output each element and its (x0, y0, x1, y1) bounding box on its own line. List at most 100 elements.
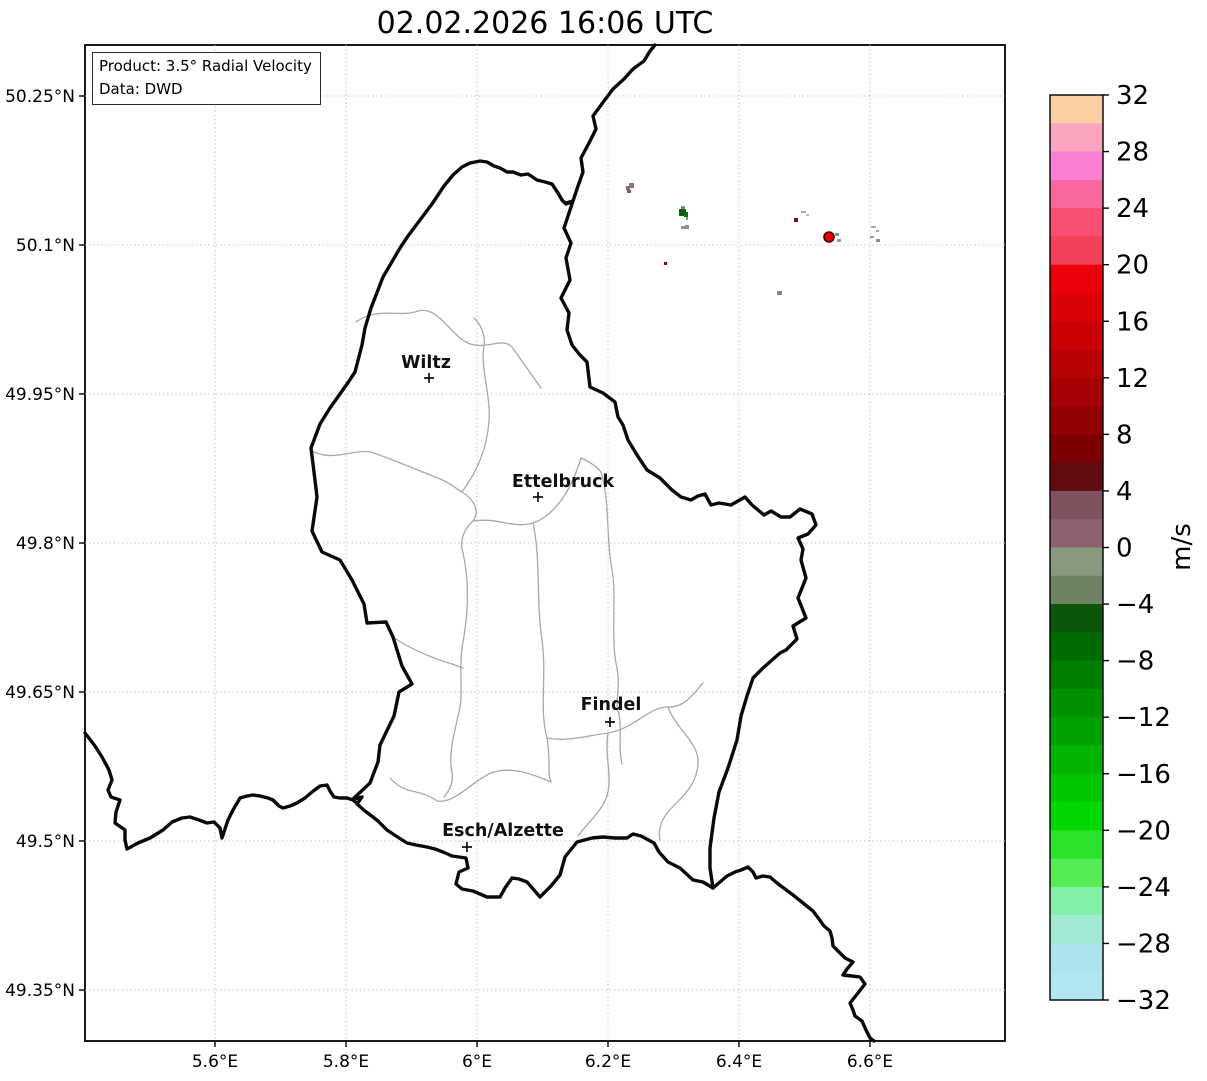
product-info-box: Product: 3.5° Radial Velocity Data: DWD (92, 52, 321, 105)
product-label: Product: 3.5° Radial Velocity (99, 57, 312, 75)
colorbar-band (1050, 688, 1103, 718)
colorbar-band (1050, 773, 1103, 803)
colorbar-band (1050, 123, 1103, 153)
y-tick-label: 49.8°N (16, 534, 75, 554)
colorbar-band (1050, 604, 1103, 633)
radar-echo (626, 186, 630, 190)
country-borders (83, 43, 876, 1043)
x-tick-label: 6.2°E (585, 1052, 631, 1072)
colorbar-band (1050, 95, 1103, 124)
y-tick-label: 50.25°N (5, 87, 75, 107)
city-marker (605, 717, 615, 727)
y-tick-label: 49.5°N (16, 832, 75, 852)
colorbar-tick-label: −16 (1116, 760, 1171, 790)
radar-echo (835, 233, 839, 236)
radar-echo (837, 239, 841, 242)
radar-echo (794, 218, 798, 222)
colorbar-tick-label: −12 (1116, 703, 1171, 733)
colorbar-band (1050, 943, 1103, 973)
colorbar-tick-label: −20 (1116, 816, 1171, 846)
canton-border (461, 317, 490, 493)
radar-echo (681, 206, 685, 209)
axis-ticks-and-labels: 5.6°E 5.8°E 6°E 6.2°E 6.4°E 6.6°E 50.25°N 50.1°… (5, 87, 893, 1072)
city-marker (462, 842, 472, 852)
colorbar-band (1050, 660, 1103, 690)
radar-echoes (626, 183, 880, 295)
colorbar-tick-label: 12 (1116, 364, 1149, 394)
plot-title: 02.02.2026 16:06 UTC (376, 6, 714, 41)
canton-border (443, 552, 469, 798)
colorbar-tick-label: 4 (1116, 477, 1133, 507)
colorbar-band (1050, 886, 1103, 916)
colorbar-band (1050, 858, 1103, 888)
y-tick-label: 49.35°N (5, 981, 75, 1001)
canton-border (313, 450, 463, 493)
canton-border (532, 522, 552, 783)
canton-border (389, 769, 552, 802)
canton-border (580, 457, 623, 765)
colorbar-band (1050, 236, 1103, 266)
colorbar-band (1050, 717, 1103, 747)
belgium-germany-border (564, 43, 657, 205)
colorbar-band (1050, 830, 1103, 860)
x-tick-label: 6.4°E (716, 1052, 762, 1072)
luxembourg-border (309, 159, 818, 899)
colorbar-band (1050, 575, 1103, 605)
colorbar-band (1050, 264, 1103, 294)
colorbar-band (1050, 349, 1103, 379)
radar-echo (876, 239, 880, 242)
radar-echo (684, 212, 688, 217)
radar-echo (806, 214, 809, 216)
radar-echo (876, 230, 879, 232)
y-tick-label: 49.95°N (5, 385, 75, 405)
colorbar-band (1050, 519, 1103, 549)
colorbar-tick-label: 24 (1116, 194, 1149, 224)
colorbar-tick-label: −24 (1116, 873, 1171, 903)
y-tick-label: 49.65°N (5, 683, 75, 703)
x-tick-label: 5.8°E (323, 1052, 369, 1072)
radar-echo (871, 226, 876, 228)
x-tick-label: 5.6°E (192, 1052, 238, 1072)
colorbar-band (1050, 915, 1103, 945)
radar-echo (870, 236, 874, 238)
y-tick-label: 50.1°N (16, 236, 75, 256)
colorbar-band (1050, 179, 1103, 209)
colorbar-tick-label: 20 (1116, 251, 1149, 281)
colorbar-unit-label: m/s (1167, 523, 1197, 571)
city-label: Esch/Alzette (442, 821, 564, 841)
colorbar-tick-label: −32 (1116, 986, 1171, 1016)
radar-echo (627, 190, 631, 193)
colorbar-tick-label: 16 (1116, 307, 1149, 337)
city-marker (533, 492, 543, 502)
city-labels: Wiltz Ettelbruck Findel Esch/Alzette (401, 353, 641, 852)
canton-border (355, 309, 542, 389)
radar-echo (777, 291, 782, 295)
colorbar-band (1050, 321, 1103, 351)
colorbar-tick-label: 28 (1116, 138, 1149, 168)
radar-echo (629, 183, 634, 188)
colorbar-band (1050, 745, 1103, 775)
x-tick-label: 6°E (462, 1052, 492, 1072)
france-belgium-border (83, 731, 359, 851)
canton-border (658, 706, 699, 841)
city-label: Wiltz (401, 353, 451, 373)
colorbar-tick-label: −8 (1116, 647, 1154, 677)
colorbar-band (1050, 632, 1103, 662)
colorbar-tick-label: 8 (1116, 420, 1133, 450)
colorbar-band (1050, 292, 1103, 322)
canton-border (547, 682, 704, 740)
city-label: Findel (581, 695, 642, 715)
radar-echo (685, 225, 689, 229)
colorbar: 32 28 24 20 16 12 8 4 0 −4 −8 −12 −16 −20 −24 −28 −32 (1049, 81, 1171, 1016)
colorbar-tick-label: −28 (1116, 929, 1171, 959)
grid-lines (85, 45, 1005, 1041)
colorbar-tick-label: 32 (1116, 81, 1149, 111)
france-germany-border (711, 865, 876, 1043)
max-velocity-marker (823, 231, 835, 243)
colorbar-band (1050, 802, 1103, 831)
colorbar-band (1050, 434, 1103, 464)
radar-echo (681, 226, 685, 229)
colorbar-band (1050, 208, 1103, 238)
canton-border (392, 636, 464, 669)
